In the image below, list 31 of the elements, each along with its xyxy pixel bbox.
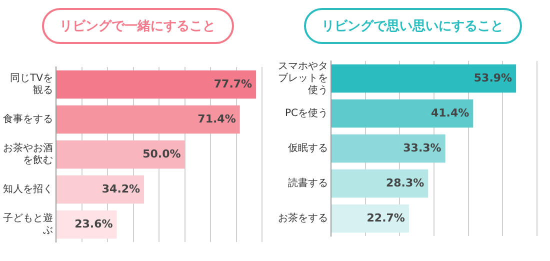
data-label: 53.9% [474, 71, 512, 84]
bar [56, 70, 256, 99]
y-tick-label: スマホやタブレットを使う [278, 61, 328, 96]
y-tick-label: 知人を招く [3, 183, 53, 196]
chart-title: リビングで一緒にすること [42, 8, 234, 44]
chart-title: リビングで思い思いにすること [304, 8, 522, 44]
bar [332, 169, 428, 198]
y-tick-label: 仮眠する [288, 143, 328, 154]
y-tick-label: 読書する [288, 177, 328, 190]
bar [332, 204, 409, 233]
data-label: 28.3% [386, 176, 424, 190]
data-label: 77.7% [214, 77, 252, 90]
data-label: 34.2% [102, 182, 140, 196]
bar [332, 99, 474, 128]
bar [56, 140, 185, 169]
data-label: 22.7% [366, 211, 405, 224]
y-tick-label: 子どもと遊ぶ [3, 212, 53, 236]
y-tick-label: 食事をする [3, 113, 53, 126]
y-tick-label: お茶をする [278, 212, 328, 224]
y-tick-label: お茶やお酒を飲む [3, 142, 53, 166]
data-label: 71.4% [198, 112, 236, 126]
bar [332, 134, 446, 163]
bar [56, 175, 144, 204]
y-tick-label: 同じTVを観る [10, 73, 53, 96]
data-label: 33.3% [403, 141, 442, 154]
y-tick-label: PCを使う [284, 108, 328, 120]
data-label: 41.4% [430, 106, 470, 120]
data-label: 50.0% [142, 147, 181, 160]
data-label: 23.6% [74, 217, 113, 230]
bar [332, 64, 516, 93]
bar [56, 105, 240, 134]
